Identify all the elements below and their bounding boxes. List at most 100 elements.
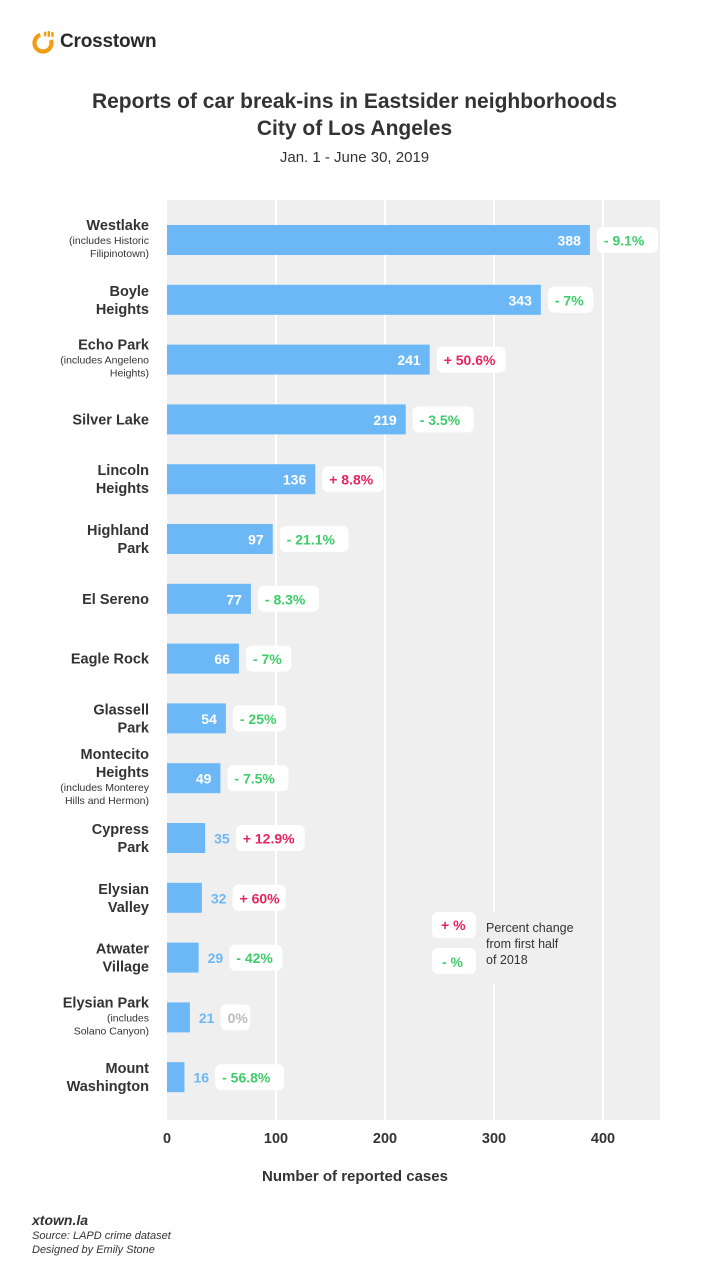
footer-site[interactable]: xtown.la	[32, 1212, 89, 1228]
legend-text-line: of 2018	[486, 953, 528, 967]
bar-value-label: 21	[199, 1010, 215, 1026]
change-label: 0%	[228, 1010, 249, 1026]
category-note: Filipinotown)	[90, 248, 149, 260]
bar-value-label: 32	[211, 890, 227, 906]
bar-12	[167, 942, 199, 973]
brand[interactable]: Crosstown	[32, 30, 157, 54]
bar-value-label: 66	[214, 651, 230, 667]
change-label: - 7%	[253, 651, 282, 667]
change-label: + 50.6%	[444, 352, 496, 368]
category-label: Atwater	[96, 942, 150, 958]
category-note: Heights)	[110, 368, 149, 380]
change-badge	[257, 585, 319, 612]
crosstown-logo-icon	[32, 31, 54, 54]
category-label: El Sereno	[82, 592, 149, 608]
category-note: (includes Historic	[69, 235, 149, 247]
change-label: - 8.3%	[265, 591, 306, 607]
category-label: Village	[103, 960, 149, 976]
change-badge	[220, 1004, 251, 1031]
bar-6	[167, 583, 251, 614]
chart-title-line-2: City of Los Angeles	[256, 117, 453, 140]
bar-value-label: 16	[193, 1070, 209, 1086]
legend-pos-badge	[432, 912, 476, 938]
category-label: Elysian	[98, 882, 149, 898]
bar-value-label: 388	[558, 233, 582, 249]
category-label: Cypress	[92, 822, 149, 838]
bar-8	[167, 703, 226, 734]
bar-10	[167, 823, 206, 853]
bar-5	[167, 524, 273, 554]
change-label: - 25%	[240, 711, 277, 727]
change-badge	[232, 884, 286, 911]
bar-4	[167, 464, 316, 495]
category-label: Westlake	[86, 218, 149, 234]
change-label: + 12.9%	[243, 831, 295, 847]
bar-value-label: 29	[208, 950, 224, 966]
bar-value-label: 219	[373, 412, 397, 428]
change-label: - 7%	[555, 292, 584, 308]
bar-11	[167, 882, 202, 913]
change-label: - 7.5%	[234, 771, 275, 787]
bar-value-label: 97	[248, 532, 264, 548]
change-badge	[235, 825, 305, 851]
category-label: Washington	[67, 1079, 149, 1095]
change-badge	[215, 1064, 284, 1091]
category-label: Boyle	[110, 284, 150, 300]
change-label: + 60%	[240, 890, 281, 906]
x-tick-label-100: 100	[264, 1131, 288, 1147]
category-note: (includes Monterey	[60, 782, 149, 794]
category-label: Mount	[106, 1061, 150, 1077]
category-label: Heights	[96, 302, 149, 318]
legend-neg-badge	[432, 948, 476, 974]
change-label: - 21.1%	[287, 532, 336, 548]
change-badge	[232, 705, 287, 732]
bar-value-label: 241	[397, 352, 421, 368]
legend-neg-symbol: - %	[442, 954, 464, 970]
legend-text-line: Percent change	[486, 921, 574, 935]
footer-credit: Designed by Emily Stone	[32, 1244, 155, 1256]
change-label: - 56.8%	[222, 1070, 271, 1086]
change-badge	[547, 286, 594, 313]
change-label: - 42%	[236, 950, 273, 966]
bar-chart: 388 - 9.1% Westlake(includes HistoricFilip…	[60, 200, 660, 1185]
x-tick-label-300: 300	[482, 1131, 506, 1147]
legend-text-background	[480, 912, 590, 984]
bar-7	[167, 643, 239, 674]
change-label: - 3.5%	[420, 412, 461, 428]
bar-14	[167, 1062, 185, 1093]
footer-source: Source: LAPD crime dataset	[32, 1230, 171, 1242]
category-label: Park	[118, 840, 150, 856]
category-label: Eagle Rock	[71, 652, 150, 668]
category-label: Park	[118, 720, 150, 736]
category-label: Glassell	[93, 702, 149, 718]
bar-value-label: 54	[201, 711, 217, 727]
change-badge	[322, 466, 384, 493]
category-label: Montecito	[81, 747, 150, 763]
bar-2	[167, 344, 430, 375]
x-tick-label-200: 200	[373, 1131, 397, 1147]
x-tick-label-0: 0	[163, 1131, 171, 1147]
bar-0	[167, 225, 590, 255]
category-label: Heights	[96, 481, 149, 497]
category-label: Elysian Park	[63, 995, 150, 1011]
chart-subtitle: Jan. 1 - June 30, 2019	[279, 149, 430, 166]
category-label: Highland	[87, 523, 149, 539]
bar-9	[167, 763, 221, 794]
bar-value-label: 136	[283, 472, 307, 488]
change-badge	[227, 765, 289, 792]
legend-text-line: from first half	[486, 937, 559, 951]
category-label: Silver Lake	[72, 412, 149, 428]
x-tick-label-400: 400	[591, 1131, 615, 1147]
x-axis-label: Number of reported cases	[262, 1168, 448, 1185]
change-badge	[412, 406, 474, 433]
brand-name: Crosstown	[60, 31, 157, 52]
bar-value-label: 49	[196, 771, 212, 787]
category-note: Solano Canyon)	[74, 1025, 149, 1037]
change-label: + 8.8%	[329, 472, 374, 488]
category-label: Park	[118, 541, 150, 557]
bar-1	[167, 284, 541, 315]
category-label: Lincoln	[97, 463, 149, 479]
change-badge	[279, 526, 349, 552]
change-badge	[245, 645, 292, 672]
bar-3	[167, 404, 406, 435]
